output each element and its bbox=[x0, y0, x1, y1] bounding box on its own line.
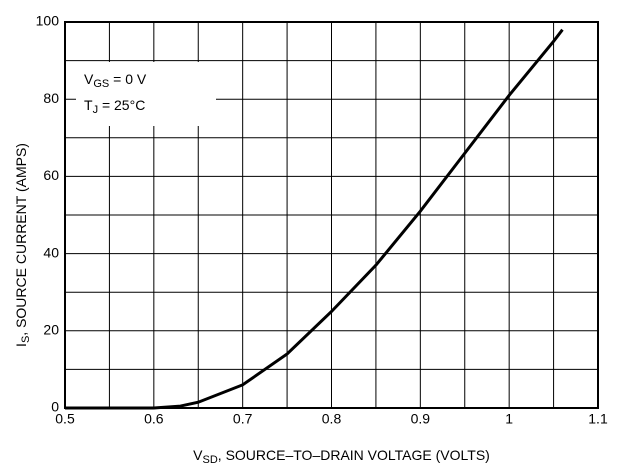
y-tick-label: 60 bbox=[43, 167, 59, 183]
plot-border bbox=[64, 21, 599, 409]
annotation: VGS = 0 V bbox=[84, 71, 147, 90]
y-tick-label: 100 bbox=[36, 13, 60, 29]
x-tick-label: 0.9 bbox=[411, 411, 431, 427]
x-tick-label: 0.8 bbox=[322, 411, 342, 427]
annotation-main: T bbox=[84, 97, 93, 113]
x-axis-label-sub: SD bbox=[203, 454, 218, 466]
x-axis-label: VSD, SOURCE–TO–DRAIN VOLTAGE (VOLTS) bbox=[193, 447, 490, 466]
annotation-main: V bbox=[84, 71, 94, 87]
y-axis-label-sub: S bbox=[20, 336, 32, 343]
x-axis-label-rest: , SOURCE–TO–DRAIN VOLTAGE (VOLTS) bbox=[218, 447, 490, 463]
x-tick-label: 0.5 bbox=[55, 411, 75, 427]
annotation-sub: GS bbox=[93, 78, 109, 90]
y-axis-label-rest: , SOURCE CURRENT (AMPS) bbox=[13, 143, 29, 336]
annotation: TJ = 25°C bbox=[84, 97, 145, 116]
data-line bbox=[65, 28, 564, 410]
x-axis-label-main: V bbox=[193, 447, 203, 463]
x-tick-label: 1 bbox=[505, 411, 513, 427]
y-tick-label: 0 bbox=[51, 399, 59, 415]
annotation-rest: = 0 V bbox=[109, 71, 147, 87]
y-axis-label: IS, SOURCE CURRENT (AMPS) bbox=[13, 143, 32, 347]
annotation-rest: = 25°C bbox=[98, 97, 145, 113]
x-tick-label: 0.7 bbox=[233, 411, 253, 427]
y-tick-label: 20 bbox=[43, 322, 59, 338]
annotation-box bbox=[76, 62, 216, 126]
y-tick-label: 80 bbox=[43, 90, 59, 106]
y-axis-label-main: I bbox=[13, 343, 29, 347]
y-tick-label: 40 bbox=[43, 244, 59, 260]
x-tick-label: 0.6 bbox=[144, 411, 164, 427]
annotation-sub: J bbox=[93, 104, 99, 116]
x-tick-label: 1.1 bbox=[588, 411, 608, 427]
